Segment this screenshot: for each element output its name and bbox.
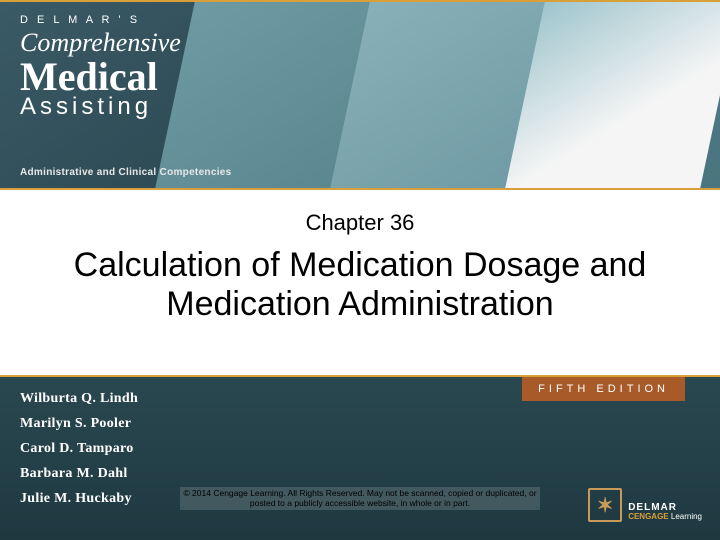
publisher-rest: Learning [669, 512, 702, 521]
copyright-notice: © 2014 Cengage Learning. All Rights Rese… [180, 487, 540, 510]
publisher-brand: CENGAGE [628, 512, 668, 521]
author-4: Barbara M. Dahl [20, 466, 138, 482]
authors-list: Wilburta Q. Lindh Marilyn S. Pooler Caro… [20, 391, 138, 516]
publisher-line2: CENGAGE Learning [628, 513, 702, 522]
author-3: Carol D. Tamparo [20, 441, 138, 457]
chapter-label: Chapter 36 [40, 210, 680, 236]
book-title-block: D E L M A R ' S Comprehensive Medical As… [20, 14, 181, 118]
chapter-section: Chapter 36 Calculation of Medication Dos… [0, 190, 720, 324]
footer-band: Wilburta Q. Lindh Marilyn S. Pooler Caro… [0, 375, 720, 540]
brand-line: D E L M A R ' S [20, 14, 181, 26]
chapter-title: Calculation of Medication Dosage and Med… [40, 246, 680, 324]
author-5: Julie M. Huckaby [20, 491, 138, 507]
title-assisting: Assisting [20, 96, 181, 118]
author-2: Marilyn S. Pooler [20, 416, 138, 432]
author-1: Wilburta Q. Lindh [20, 391, 138, 407]
publisher-logo: ✶ DELMAR CENGAGE Learning [588, 488, 702, 522]
header-band: D E L M A R ' S Comprehensive Medical As… [0, 0, 720, 190]
edition-badge: FIFTH EDITION [522, 377, 685, 401]
publisher-mark-icon: ✶ [588, 488, 622, 522]
publisher-text: DELMAR CENGAGE Learning [628, 502, 702, 522]
subtitle-competencies: Administrative and Clinical Competencies [20, 167, 232, 178]
title-medical: Medical [20, 58, 181, 96]
